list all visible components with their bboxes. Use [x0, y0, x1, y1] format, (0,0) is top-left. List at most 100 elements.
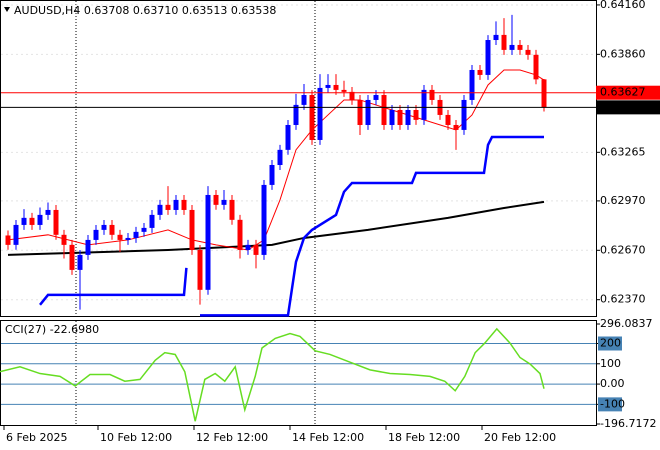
collapse-icon [4, 7, 10, 12]
candle-body [389, 109, 395, 125]
candle-body [357, 99, 363, 125]
x-tick-label: 20 Feb 12:00 [484, 431, 556, 444]
candle-body [45, 209, 51, 215]
candle-body [373, 95, 379, 100]
low-value: 0.63513 [182, 4, 228, 17]
price-label: 0.63538 [600, 100, 646, 113]
header: AUDUSD,H4 0.63708 0.63710 0.63513 0.6353… [14, 4, 276, 17]
level-label-box [598, 336, 622, 351]
candle-body [117, 234, 123, 240]
candle-body [397, 109, 403, 125]
x-tick-label: 10 Feb 12:00 [100, 431, 172, 444]
y-tick-label: -100 [600, 397, 625, 410]
candle-body [277, 149, 283, 165]
cci-header: CCI(27) -22.6980 [5, 323, 99, 336]
candle-body [477, 69, 483, 75]
candle-body [461, 99, 467, 130]
candle-body [245, 244, 251, 250]
candle-body [173, 199, 179, 210]
candle-body [5, 235, 11, 245]
candle-body [453, 124, 459, 130]
candle-body [229, 199, 235, 220]
y-tick-label: 0.64160 [600, 0, 646, 11]
candle-body [317, 87, 323, 140]
candle-body [285, 124, 291, 150]
y-tick-label: 100 [600, 357, 621, 370]
candle-body [405, 109, 411, 125]
candle-body [197, 249, 203, 290]
cci-value: -22.6980 [50, 323, 99, 336]
indicator-line [7, 200, 545, 256]
candle-body [29, 217, 35, 225]
y-tick-label: -196.7172 [600, 417, 656, 430]
candle-body [101, 224, 107, 230]
candle-body [109, 224, 115, 235]
x-tick-label: 6 Feb 2025 [6, 431, 67, 444]
candle-body [165, 204, 171, 210]
candle-body [205, 194, 211, 290]
candle-body [85, 239, 91, 255]
candle-body [341, 89, 347, 92]
candle-body [69, 244, 75, 270]
candle-body [413, 109, 419, 120]
candle-body [13, 224, 19, 245]
indicator-line [0, 327, 545, 422]
price-label: 0.63627 [600, 86, 646, 99]
cci-panel [0, 320, 597, 426]
candle-body [445, 114, 451, 125]
candle-body [365, 99, 371, 125]
y-tick-label: 296.0837 [600, 317, 653, 330]
y-tick-label: 0.62970 [600, 194, 646, 207]
candle-body [93, 229, 99, 240]
candle-body [77, 254, 83, 270]
high-value: 0.63710 [133, 4, 179, 17]
candle-body [21, 217, 27, 225]
candle-body [381, 95, 387, 125]
candle-body [517, 44, 523, 50]
candle-body [333, 84, 339, 90]
y-tick-label: 0.62670 [600, 243, 646, 256]
indicator-line [200, 135, 544, 317]
y-tick-label: 200 [600, 336, 621, 349]
price-panel [0, 0, 597, 317]
candle-body [533, 54, 539, 80]
candle-body [485, 40, 491, 75]
candle-body [61, 234, 67, 245]
cci-title: CCI(27) [5, 323, 46, 336]
price-label-box [596, 85, 660, 100]
candle-body [125, 237, 131, 240]
y-tick-label: 0.00 [600, 377, 625, 390]
candle-body [501, 34, 507, 50]
y-tick-label: 0.63860 [600, 47, 646, 60]
candle-body [213, 194, 219, 205]
candle-body [269, 164, 275, 185]
candle-body [429, 89, 435, 100]
candle-body [237, 219, 243, 250]
candle-body [325, 84, 331, 88]
candle-body [133, 231, 139, 238]
level-label-box [598, 397, 622, 412]
candle-body [541, 79, 547, 108]
close-value: 0.63538 [231, 4, 277, 17]
candle-body [293, 104, 299, 125]
y-tick-label: 0.63265 [600, 145, 646, 158]
candle-body [253, 244, 259, 255]
candle-body [189, 209, 195, 250]
x-tick-label: 18 Feb 12:00 [388, 431, 460, 444]
candle-body [149, 214, 155, 228]
indicator-line [39, 267, 188, 306]
candle-body [157, 204, 163, 215]
candle-body [301, 95, 307, 105]
candle-body [37, 214, 43, 225]
y-tick-label: 0.62370 [600, 293, 646, 306]
candle-body [181, 199, 187, 210]
symbol: AUDUSD,H4 [14, 4, 80, 17]
open-value: 0.63708 [84, 4, 130, 17]
candle-body [221, 199, 227, 205]
candle-body [421, 89, 427, 120]
price-label-box [596, 100, 660, 115]
candle-body [53, 209, 59, 235]
x-tick-label: 14 Feb 12:00 [292, 431, 364, 444]
